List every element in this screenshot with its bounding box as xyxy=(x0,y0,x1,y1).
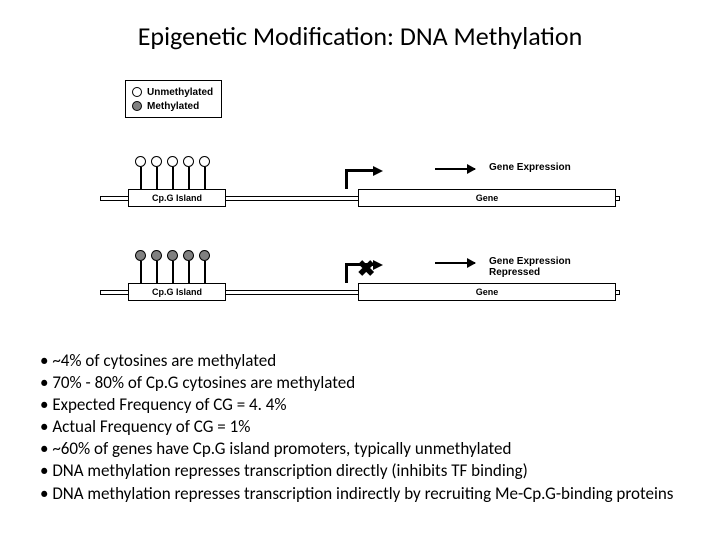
page-title: Epigenetic Modification: DNA Methylation xyxy=(0,20,720,52)
cpg-lollipop xyxy=(204,167,206,189)
methylated-ball-icon xyxy=(151,250,162,261)
bullet-item: ~4% of cytosines are methylated xyxy=(40,350,680,372)
methylated-ball-icon xyxy=(183,250,194,261)
cpg-lollipop xyxy=(140,261,142,283)
bullet-list: ~4% of cytosines are methylated70% - 80%… xyxy=(40,350,680,505)
cpg-island-box: Cp.G Island xyxy=(128,283,226,301)
track-methylated: Cp.G Island Gene ✖ Gene Expression Repre… xyxy=(100,242,620,310)
cpg-label: Cp.G Island xyxy=(152,287,202,297)
methylated-ball-icon xyxy=(167,250,178,261)
legend-circle-meth xyxy=(132,101,142,111)
bullet-item: Expected Frequency of CG = 4. 4% xyxy=(40,394,680,416)
cpg-lollipop xyxy=(204,261,206,283)
repression-label: Gene Expression Repressed xyxy=(489,256,620,278)
unmethylated-ball-icon xyxy=(167,156,178,167)
expression-arrow xyxy=(435,168,475,170)
unmethylated-ball-icon xyxy=(199,156,210,167)
cpg-label: Cp.G Island xyxy=(152,193,202,203)
bullet-item: DNA methylation represses transcription … xyxy=(40,460,680,482)
unmethylated-ball-icon xyxy=(183,156,194,167)
repress-cross-icon: ✖ xyxy=(357,255,375,282)
unmethylated-ball-icon xyxy=(151,156,162,167)
legend-box: Unmethylated Methylated xyxy=(125,80,222,118)
cpg-lollipop xyxy=(156,261,158,283)
cpg-lollipop xyxy=(156,167,158,189)
gene-box: Gene xyxy=(358,189,616,207)
cpg-island-box: Cp.G Island xyxy=(128,189,226,207)
bullet-item: DNA methylation represses transcription … xyxy=(40,483,680,505)
expression-label: Gene Expression xyxy=(489,162,571,173)
methylated-ball-icon xyxy=(199,250,210,261)
legend-label-unmeth: Unmethylated xyxy=(147,87,213,98)
legend-label-meth: Methylated xyxy=(147,101,199,112)
cpg-lollipop xyxy=(172,167,174,189)
cpg-lollipop xyxy=(172,261,174,283)
bullet-item: ~60% of genes have Cp.G island promoters… xyxy=(40,438,680,460)
unmethylated-ball-icon xyxy=(135,156,146,167)
legend-methylated: Methylated xyxy=(132,99,213,113)
gene-box: Gene xyxy=(358,283,616,301)
cpg-lollipop xyxy=(140,167,142,189)
expression-arrow xyxy=(435,262,475,264)
cpg-lollipop xyxy=(188,261,190,283)
legend-unmethylated: Unmethylated xyxy=(132,85,213,99)
methylation-diagram: Unmethylated Methylated Cp.G Island Gene… xyxy=(100,80,620,325)
track-unmethylated: Cp.G Island Gene Gene Expression xyxy=(100,148,620,216)
cpg-lollipop xyxy=(188,167,190,189)
bullet-item: Actual Frequency of CG = 1% xyxy=(40,416,680,438)
legend-circle-unmeth xyxy=(132,87,142,97)
bullet-item: 70% - 80% of Cp.G cytosines are methylat… xyxy=(40,372,680,394)
methylated-ball-icon xyxy=(135,250,146,261)
gene-label: Gene xyxy=(476,193,499,203)
gene-label: Gene xyxy=(476,287,499,297)
